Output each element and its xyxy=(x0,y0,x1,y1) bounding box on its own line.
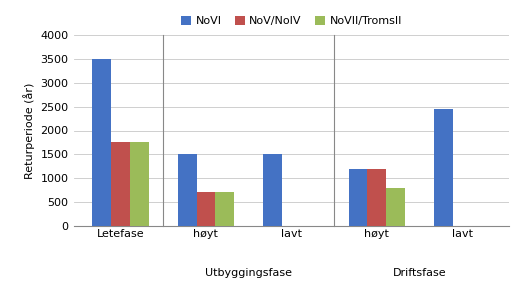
Bar xyxy=(130,142,149,226)
Bar xyxy=(434,109,453,226)
Legend: NoVI, NoV/NoIV, NoVII/TromsII: NoVI, NoV/NoIV, NoVII/TromsII xyxy=(176,12,406,31)
Bar xyxy=(368,169,386,226)
Bar xyxy=(196,191,215,226)
Text: Driftsfase: Driftsfase xyxy=(393,268,446,278)
Bar xyxy=(386,188,405,226)
Bar xyxy=(178,154,196,226)
Bar xyxy=(92,59,111,226)
Bar xyxy=(263,154,282,226)
Y-axis label: Returperiode (år): Returperiode (år) xyxy=(23,82,35,179)
Bar xyxy=(215,191,234,226)
Bar xyxy=(111,142,130,226)
Text: Utbyggingsfase: Utbyggingsfase xyxy=(205,268,292,278)
Bar xyxy=(349,169,368,226)
